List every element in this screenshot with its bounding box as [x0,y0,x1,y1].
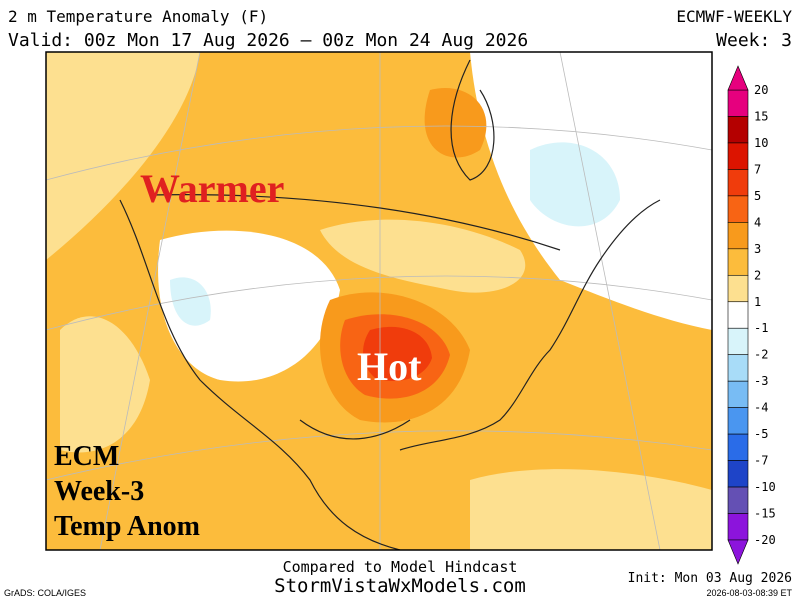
colorbar-label: 10 [754,136,768,150]
colorbar-label: 15 [754,109,768,123]
map-frame [45,51,713,551]
colorbar-label: 20 [754,83,768,97]
colorbar-arrow [727,65,749,91]
week: Week: 3 [716,30,792,51]
colorbar-box [727,407,749,435]
colorbar-box [727,433,749,461]
colorbar-label: 4 [754,215,761,229]
colorbar-box [727,486,749,514]
colorbar-box [727,89,749,117]
colorbar-box [727,142,749,170]
field [158,230,340,382]
coastline [119,199,401,550]
footer-site: StormVistaWxModels.com [274,575,526,597]
colorbar-label: -7 [754,454,768,468]
colorbar-label: 1 [754,295,761,309]
colorbar-label: -15 [754,507,776,521]
field [424,88,487,158]
colorbar-label: -3 [754,374,768,388]
colorbar-box [727,354,749,382]
annotation: Hot [357,344,422,389]
colorbar-box [727,301,749,329]
init-time: Init: Mon 03 Aug 2026 [628,571,792,586]
colorbar-label: -20 [754,533,776,547]
field [46,52,200,260]
colorbar-label: -4 [754,401,768,415]
map [46,52,712,550]
colorbar-label: 3 [754,242,761,256]
field [60,316,150,453]
timestamp: 2026-08-03-08:39 ET [706,588,792,598]
colorbar-box [727,116,749,144]
field [320,219,526,293]
field [470,469,712,550]
colorbar-arrow [727,539,749,565]
colorbar-label: -2 [754,348,768,362]
colorbar-box [727,460,749,488]
model-name: ECMWF-WEEKLY [676,7,792,26]
colorbar-label: -1 [754,321,768,335]
graticule [46,52,712,550]
grads-credit: GrADS: COLA/IGES [4,588,86,598]
border [149,194,561,251]
title: 2 m Temperature Anomaly (F) [8,7,268,26]
colorbar-label: 7 [754,162,761,176]
colorbar-box [727,380,749,408]
colorbar-label: -10 [754,480,776,494]
colorbar-box [727,169,749,197]
colorbar-label: -5 [754,427,768,441]
annotation: Temp Anom [54,511,200,542]
annotation: Week-3 [54,476,144,507]
annotation: ECM [54,441,119,472]
colorbar-box [727,222,749,250]
colorbar: 20 15 10 7 5 4 3 2 1 -1 -2 -3 -4 -5 -7 -10 -15 -20 [727,65,776,565]
colorbar-label: 5 [754,189,761,203]
field [530,142,620,227]
colorbar-box [727,327,749,356]
colorbar-box [727,195,749,223]
colorbar-box [727,513,749,541]
border [299,419,411,440]
colorbar-box [727,248,749,276]
coastline [399,199,661,451]
annotation: Warmer [140,166,284,211]
valid-time: Valid: 00z Mon 17 Aug 2026 — 00z Mon 24 … [8,30,528,51]
footer-note: Compared to Model Hindcast [283,558,518,576]
field [170,277,211,326]
colorbar-box [727,274,749,303]
coastline [450,59,495,181]
colorbar-label: 2 [754,268,761,282]
